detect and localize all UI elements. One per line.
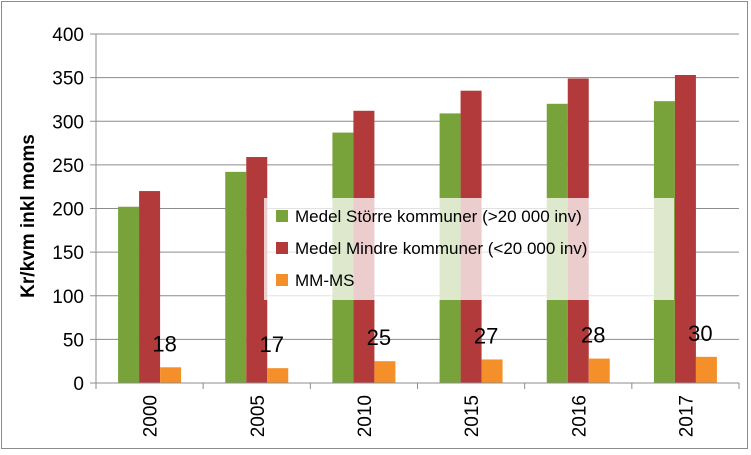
- data-labels: 18 17 25 27 28 30: [152, 321, 712, 357]
- data-label-mm-ms: 27: [474, 323, 498, 348]
- y-tick-label: 200: [52, 200, 84, 221]
- axes: 0 50 100 150 200 250 300 350 400 2000 2005 2010 2015…: [52, 25, 740, 437]
- x-tick-label: 2000: [141, 395, 162, 437]
- bar-mindre-2000: [139, 191, 161, 383]
- data-label-mm-ms: 17: [260, 332, 284, 357]
- y-tick-label: 400: [52, 25, 84, 46]
- y-tick-label: 100: [52, 287, 84, 308]
- data-label-mm-ms: 25: [367, 325, 391, 350]
- legend-swatch: [276, 210, 288, 222]
- x-tick-label: 2010: [355, 395, 376, 437]
- bar-mm-ms-2017: [695, 356, 717, 383]
- x-tick-label: 2017: [676, 395, 697, 437]
- bar-mm-ms-2005: [267, 368, 289, 383]
- bar-chart: 0 50 100 150 200 250 300 350 400 2000 2005 2010 2015…: [18, 25, 740, 437]
- y-axis-label: Kr/kvm inkl moms: [18, 134, 39, 298]
- data-label-mm-ms: 30: [688, 321, 712, 346]
- data-label-mm-ms: 18: [152, 331, 176, 356]
- x-tick-label: 2005: [248, 395, 269, 437]
- bar-mindre-2017: [674, 75, 696, 383]
- y-tick-label: 150: [52, 243, 84, 264]
- x-tick-label: 2016: [569, 395, 590, 437]
- bar-storre-2005: [225, 171, 247, 383]
- bar-mm-ms-2016: [588, 358, 610, 383]
- y-tick-label: 350: [52, 69, 84, 90]
- legend-label: MM-MS: [295, 271, 354, 290]
- bar-mm-ms-2010: [374, 361, 396, 383]
- y-tick-label: 50: [63, 330, 84, 351]
- bar-mm-ms-2015: [481, 359, 503, 383]
- legend: Medel Större kommuner (>20 000 inv) Medel…: [264, 198, 674, 300]
- data-label-mm-ms: 28: [581, 323, 605, 348]
- bars: [118, 75, 717, 384]
- bar-storre-2000: [118, 206, 140, 383]
- y-tick-label: 300: [52, 112, 84, 133]
- y-tick-label: 250: [52, 156, 84, 177]
- legend-swatch: [276, 242, 288, 254]
- legend-label: Medel Större kommuner (>20 000 inv): [295, 207, 582, 226]
- legend-label: Medel Mindre kommuner (<20 000 inv): [295, 239, 587, 258]
- bar-mm-ms-2000: [160, 367, 182, 383]
- legend-swatch: [276, 274, 288, 286]
- x-tick-label: 2015: [462, 395, 483, 437]
- y-tick-label: 0: [73, 374, 84, 395]
- bar-mindre-2005: [246, 157, 268, 383]
- chart-frame: 0 50 100 150 200 250 300 350 400 2000 2005 2010 2015…: [1, 1, 748, 449]
